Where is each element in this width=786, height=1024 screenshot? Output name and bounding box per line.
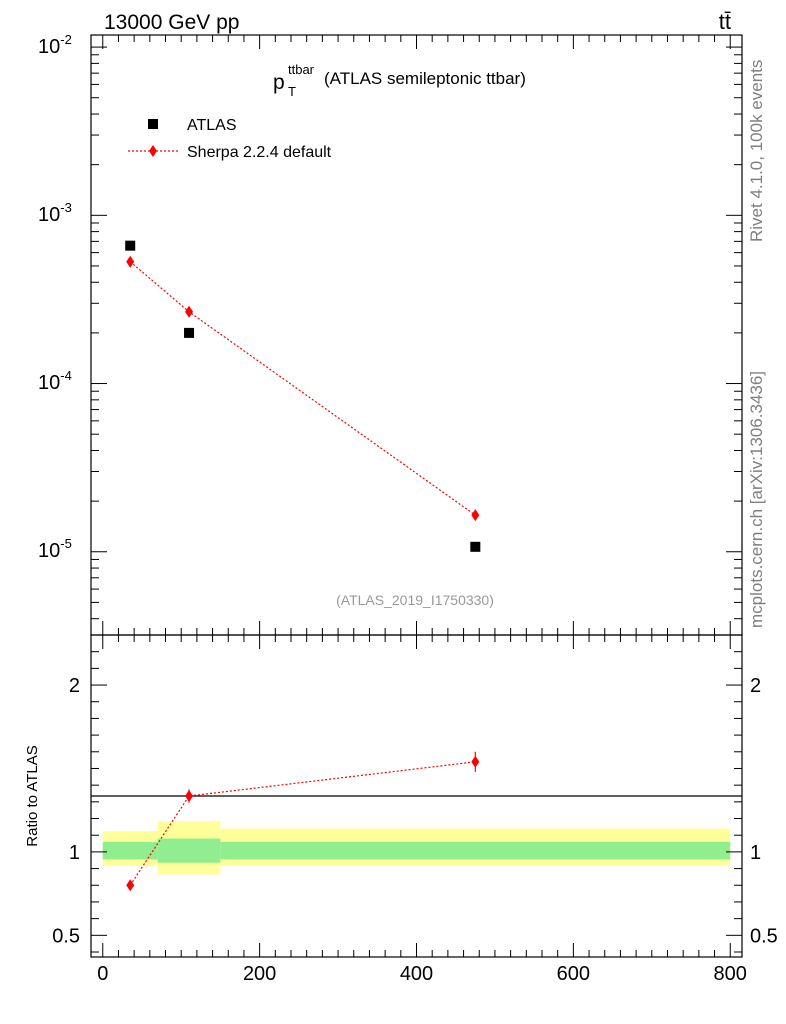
title-sup: ttbar — [288, 62, 315, 77]
atlas-point — [470, 541, 481, 552]
legend-sherpa-marker — [149, 145, 157, 157]
atlas-point — [125, 240, 136, 251]
title-main: p — [273, 71, 285, 94]
main-axis-ticks — [91, 35, 742, 635]
y-tick-label-1e-2: 10-2 — [38, 32, 72, 58]
y-tick-label-1e-3: 10-3 — [38, 200, 72, 226]
ratio-data-marks — [126, 751, 480, 892]
main-data-marks — [125, 240, 481, 552]
ratio-axis-ticks — [91, 635, 742, 957]
ratio-y-tick-label-right: 0.5 — [750, 925, 778, 947]
ratio-y-tick-label-right: 2 — [750, 675, 761, 697]
ratio-y-tick-label-left: 2 — [69, 675, 80, 697]
x-tick-label: 800 — [714, 963, 747, 985]
ratio-y-axis-label: Ratio to ATLAS — [24, 745, 41, 846]
legend-atlas-label: ATLAS — [187, 117, 237, 134]
title-sub: T — [288, 84, 296, 99]
ratio-y-tick-label-left: 0.5 — [52, 925, 80, 947]
ratio-y-tick-label-left: 1 — [69, 842, 80, 864]
x-tick-label: 200 — [243, 963, 276, 985]
legend-sherpa-label: Sherpa 2.2.4 default — [187, 144, 332, 161]
ratio-tick-labels: 0.5 0.5 1 1 2 2 0 200 400 600 800 — [52, 675, 778, 985]
y-tick-label-1e-5: 10-5 — [38, 536, 72, 562]
ratio-band-inner — [102, 841, 158, 860]
ratio-bands — [102, 821, 731, 875]
sherpa-point — [471, 509, 480, 522]
x-tick-label: 0 — [97, 963, 108, 985]
ratio-band-inner — [157, 838, 221, 863]
y-tick-label-1e-4: 10-4 — [38, 368, 72, 394]
main-y-tick-labels: 10-2 10-3 10-4 10-5 — [38, 32, 72, 562]
ratio-sherpa-point — [126, 879, 135, 892]
ratio-y-tick-label-right: 1 — [750, 842, 761, 864]
x-tick-label: 600 — [557, 963, 590, 985]
sherpa-point — [126, 255, 135, 268]
title-rest: (ATLAS semileptonic ttbar) — [324, 69, 526, 88]
x-tick-label: 400 — [400, 963, 433, 985]
sherpa-line — [129, 261, 476, 516]
legend: ATLAS Sherpa 2.2.4 default — [128, 117, 332, 161]
energy-label: 13000 GeV pp — [104, 11, 239, 34]
atlas-point — [184, 327, 195, 338]
ratio-band-inner — [220, 841, 731, 860]
sherpa-point — [185, 305, 194, 318]
source-label: mcplots.cern.ch [arXiv:1306.3436] — [747, 370, 766, 628]
legend-atlas-marker — [148, 119, 158, 129]
ratio-sherpa-point — [185, 790, 194, 802]
process-label: tt̄ — [719, 9, 731, 34]
ratio-sherpa-point — [471, 755, 480, 768]
main-title: p T ttbar (ATLAS semileptonic ttbar) — [273, 62, 526, 99]
rivet-version-label: Rivet 4.1.0, 100k events — [747, 59, 766, 242]
analysis-id: (ATLAS_2019_I1750330) — [336, 592, 494, 608]
